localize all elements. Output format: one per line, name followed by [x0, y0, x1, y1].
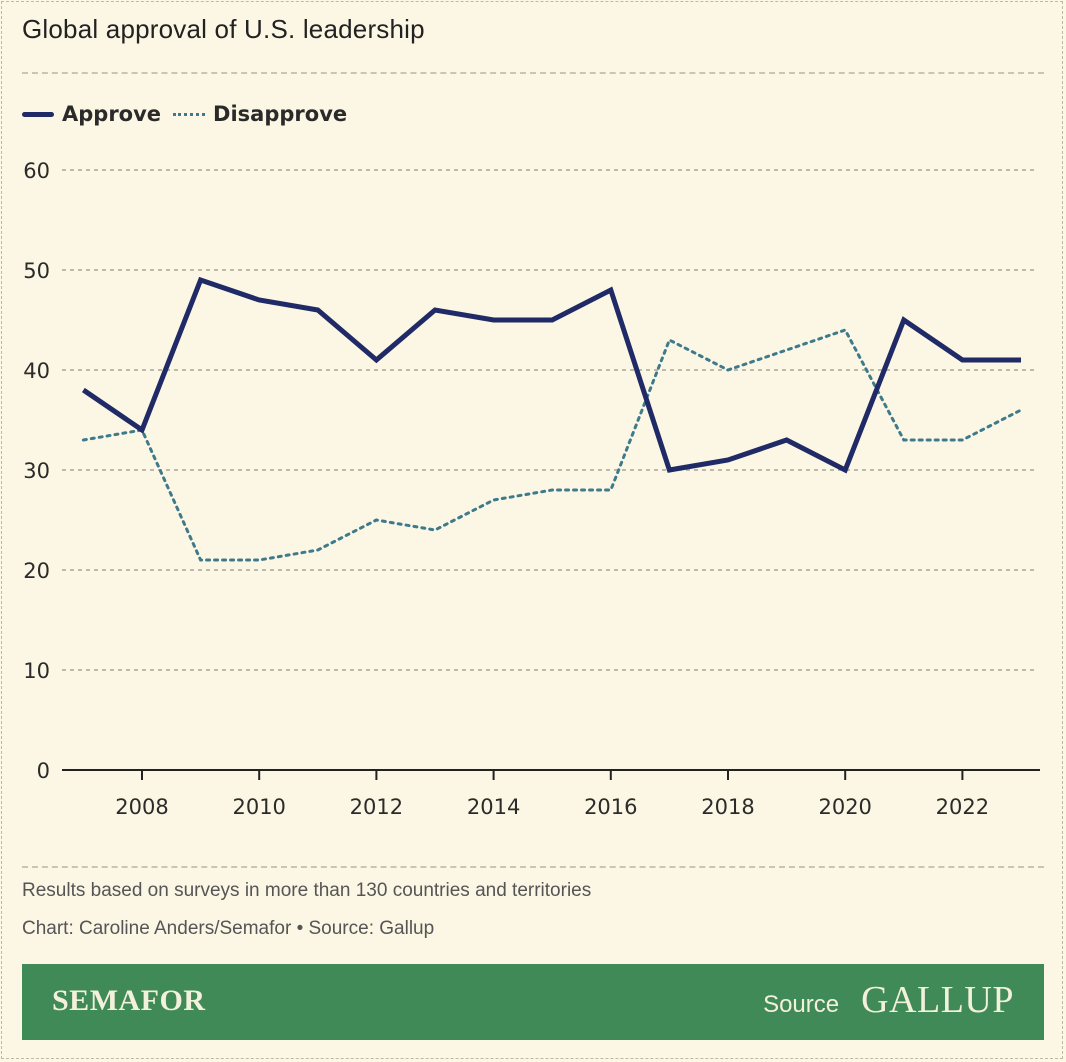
series-line-approve: [81, 276, 1021, 474]
line-chart: 0 10 20 30 40 50 60 2008 2010 2012 2014 2016 2018 202…: [23, 159, 1040, 819]
legend-item-approve: Approve: [22, 102, 161, 126]
footer-bar: SEMAFOR Source GALLUP: [22, 964, 1044, 1040]
source-block: Source GALLUP: [763, 978, 1014, 1022]
legend-label-disapprove: Disapprove: [213, 102, 348, 126]
legend-label-approve: Approve: [62, 102, 162, 126]
bottom-divider: [22, 866, 1044, 868]
x-tick-label: 2008: [115, 795, 168, 819]
source-label: Source: [763, 991, 840, 1018]
legend: Approve Disapprove: [22, 98, 347, 130]
y-tick-label: 20: [23, 559, 50, 583]
y-tick-label: 0: [37, 759, 50, 783]
x-tick-label: 2020: [818, 795, 871, 819]
legend-swatch-approve: [22, 111, 54, 117]
y-tick-label: 10: [23, 659, 50, 683]
x-tick-label: 2014: [467, 795, 520, 819]
x-tick-label: 2022: [936, 795, 989, 819]
survey-note: Results based on surveys in more than 13…: [22, 880, 592, 901]
chart-title: Global approval of U.S. leadership: [22, 14, 425, 44]
x-tick-label: 2016: [584, 795, 637, 819]
y-tick-label: 60: [23, 159, 50, 183]
x-tick-label: 2010: [232, 795, 285, 819]
credit-line: Chart: Caroline Anders/Semafor • Source:…: [22, 918, 435, 939]
series-line-disapprove: [81, 328, 1023, 562]
y-tick-label: 50: [23, 259, 50, 283]
y-tick-label: 30: [23, 459, 50, 483]
y-tick-label: 40: [23, 359, 50, 383]
x-tick-label: 2012: [350, 795, 403, 819]
legend-item-disapprove: Disapprove: [173, 102, 347, 126]
top-divider: [22, 72, 1044, 74]
legend-swatch-disapprove: [173, 112, 206, 116]
semafor-logo: SEMAFOR: [52, 984, 206, 1017]
gallup-logo: GALLUP: [861, 979, 1014, 1021]
x-tick-label: 2018: [701, 795, 754, 819]
